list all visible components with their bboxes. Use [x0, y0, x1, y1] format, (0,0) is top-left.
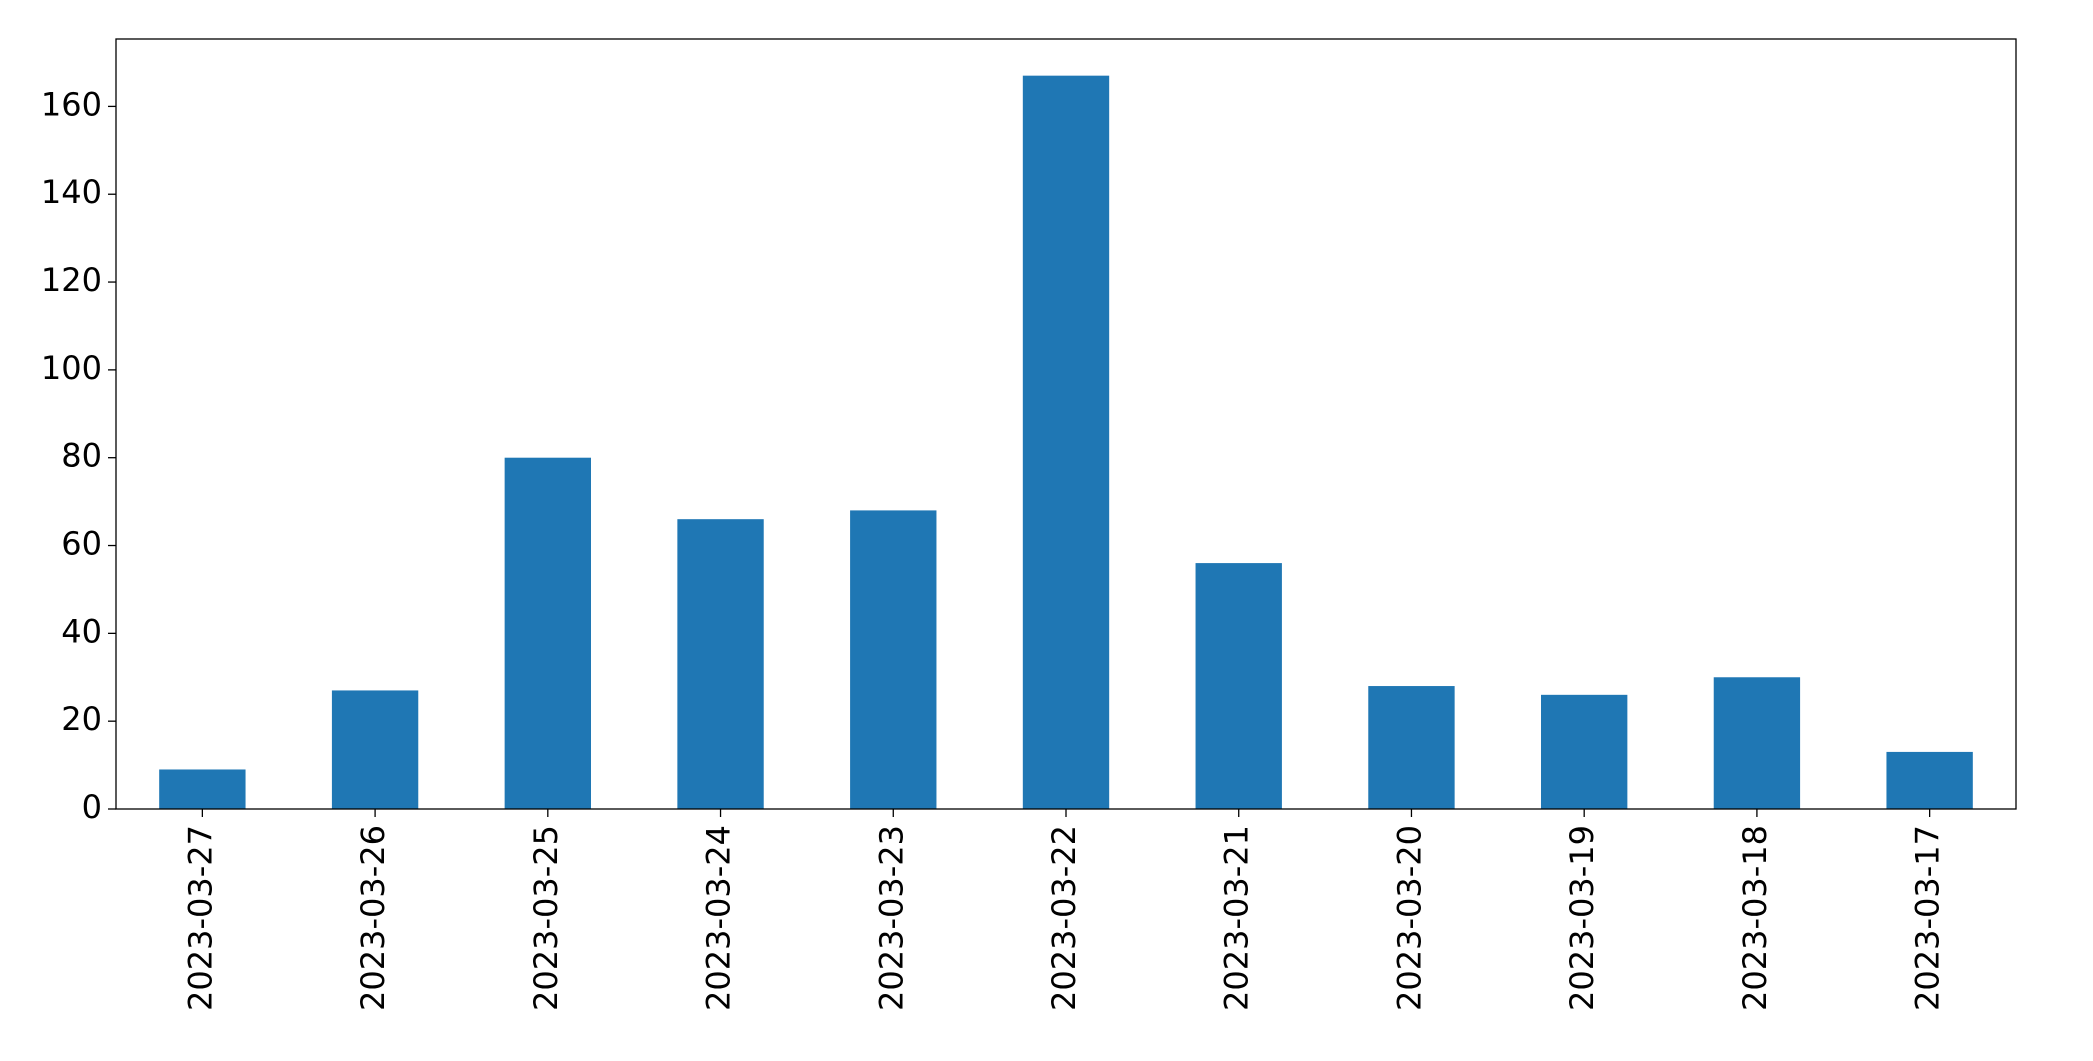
bar — [331, 690, 419, 809]
x-tick-label: 2023-03-18 — [1736, 825, 1774, 1011]
y-tick-label: 80 — [61, 437, 102, 475]
x-tick-label: 2023-03-17 — [1909, 825, 1947, 1011]
bar — [1195, 563, 1282, 809]
bar — [504, 457, 591, 809]
bar — [1713, 677, 1801, 809]
y-tick-label: 0 — [82, 788, 102, 826]
x-tick-label: 2023-03-27 — [181, 825, 219, 1011]
bar — [1368, 686, 1455, 809]
x-tick-label: 2023-03-25 — [527, 825, 565, 1011]
bar — [1022, 75, 1110, 809]
y-tick-label: 60 — [61, 525, 102, 563]
y-tick-label: 140 — [41, 173, 102, 211]
y-tick-label: 160 — [41, 85, 102, 123]
x-tick-label: 2023-03-20 — [1390, 825, 1428, 1011]
bar — [159, 769, 246, 809]
x-tick-label: 2023-03-24 — [700, 825, 738, 1011]
y-tick-label: 120 — [41, 261, 102, 299]
x-tick-label: 2023-03-19 — [1563, 825, 1601, 1011]
plot-frame — [115, 38, 2017, 810]
bar — [677, 519, 764, 809]
x-tick-label: 2023-03-22 — [1045, 825, 1083, 1011]
x-tick-label: 2023-03-23 — [872, 825, 910, 1011]
y-tick-label: 100 — [41, 349, 102, 387]
x-tick-label: 2023-03-21 — [1218, 825, 1256, 1011]
bar — [850, 510, 937, 809]
y-tick-label: 40 — [61, 612, 102, 650]
bar — [1541, 694, 1628, 809]
bar — [1886, 751, 1973, 809]
x-tick-label: 2023-03-26 — [354, 825, 392, 1011]
y-tick-label: 20 — [61, 700, 102, 738]
